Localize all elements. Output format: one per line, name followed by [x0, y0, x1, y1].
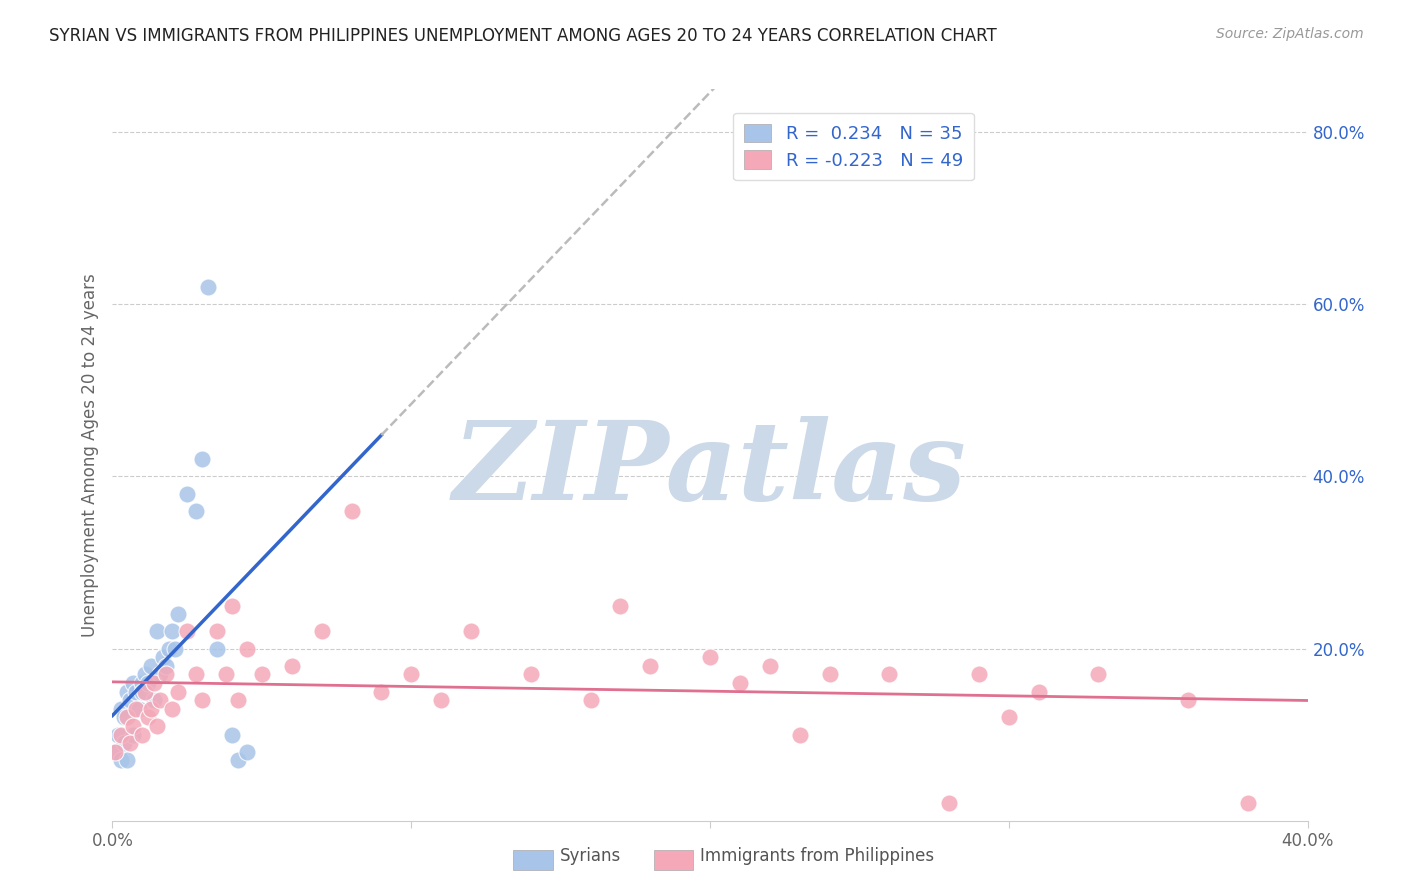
Point: [311, 624, 333, 639]
Point: [789, 728, 811, 742]
Point: [191, 693, 214, 707]
Point: [186, 504, 208, 518]
Point: [125, 702, 148, 716]
Point: [110, 753, 132, 767]
Point: [143, 693, 166, 707]
Point: [114, 736, 135, 750]
Point: [131, 728, 153, 742]
Point: [879, 667, 901, 681]
Point: [146, 624, 169, 639]
Point: [167, 684, 190, 698]
Point: [236, 745, 259, 759]
Point: [104, 745, 127, 759]
Point: [609, 599, 631, 613]
Point: [155, 658, 177, 673]
Point: [1177, 693, 1199, 707]
Point: [221, 599, 243, 613]
Point: [128, 702, 150, 716]
Point: [401, 667, 423, 681]
Point: [125, 684, 148, 698]
Point: [226, 693, 249, 707]
Point: [152, 650, 174, 665]
Point: [579, 693, 602, 707]
Point: [281, 658, 304, 673]
Point: [141, 658, 163, 673]
Point: [117, 684, 139, 698]
Point: [149, 667, 172, 681]
Text: Syrians: Syrians: [560, 847, 621, 865]
Point: [110, 728, 132, 742]
Text: SYRIAN VS IMMIGRANTS FROM PHILIPPINES UNEMPLOYMENT AMONG AGES 20 TO 24 YEARS COR: SYRIAN VS IMMIGRANTS FROM PHILIPPINES UN…: [49, 27, 997, 45]
Point: [120, 693, 142, 707]
Point: [759, 658, 782, 673]
Point: [205, 624, 228, 639]
Point: [205, 641, 228, 656]
Legend: R =  0.234   N = 35, R = -0.223   N = 49: R = 0.234 N = 35, R = -0.223 N = 49: [733, 113, 974, 180]
Point: [162, 702, 183, 716]
Point: [640, 658, 662, 673]
Point: [134, 667, 156, 681]
Point: [155, 667, 177, 681]
Point: [104, 745, 127, 759]
Point: [998, 710, 1021, 724]
Point: [215, 667, 238, 681]
Point: [117, 710, 139, 724]
Point: [146, 719, 169, 733]
Point: [141, 702, 163, 716]
Point: [117, 753, 139, 767]
Point: [107, 728, 129, 742]
Point: [162, 624, 183, 639]
Point: [728, 676, 751, 690]
Point: [1087, 667, 1109, 681]
Point: [122, 728, 145, 742]
Point: [143, 676, 166, 690]
Point: [430, 693, 453, 707]
Point: [460, 624, 482, 639]
Point: [122, 676, 145, 690]
Text: Immigrants from Philippines: Immigrants from Philippines: [700, 847, 935, 865]
Point: [699, 650, 721, 665]
Point: [114, 710, 135, 724]
Point: [1028, 684, 1050, 698]
Point: [131, 676, 153, 690]
Point: [818, 667, 841, 681]
Point: [186, 667, 208, 681]
Point: [370, 684, 392, 698]
Text: Source: ZipAtlas.com: Source: ZipAtlas.com: [1216, 27, 1364, 41]
Point: [197, 280, 219, 294]
Point: [250, 667, 273, 681]
Point: [236, 641, 259, 656]
Point: [138, 710, 160, 724]
Point: [1237, 797, 1260, 811]
Point: [176, 486, 198, 500]
Point: [165, 641, 187, 656]
Point: [149, 693, 172, 707]
Point: [340, 504, 363, 518]
Point: [191, 452, 214, 467]
Point: [134, 684, 156, 698]
Point: [176, 624, 198, 639]
Point: [131, 684, 153, 698]
Point: [221, 728, 243, 742]
Point: [167, 607, 190, 621]
Point: [938, 797, 960, 811]
Text: ZIPatlas: ZIPatlas: [453, 416, 967, 524]
Point: [967, 667, 990, 681]
Point: [120, 736, 142, 750]
Point: [520, 667, 543, 681]
Point: [110, 702, 132, 716]
Point: [157, 641, 180, 656]
Y-axis label: Unemployment Among Ages 20 to 24 years: Unemployment Among Ages 20 to 24 years: [80, 273, 98, 637]
Point: [122, 719, 145, 733]
Point: [226, 753, 249, 767]
Point: [138, 676, 160, 690]
